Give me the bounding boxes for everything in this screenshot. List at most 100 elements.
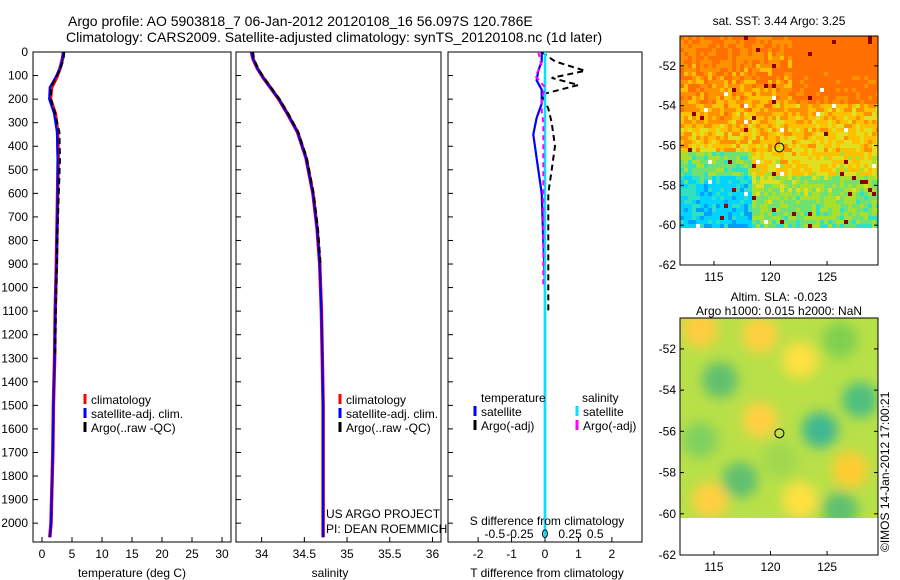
sst-pixel xyxy=(692,84,696,88)
map-ytick-label: -60 xyxy=(659,218,677,232)
sst-pixel xyxy=(732,36,736,40)
sst-pixel xyxy=(844,212,848,216)
sst-pixel xyxy=(856,156,860,160)
sst-pixel xyxy=(800,152,804,156)
sst-pixel xyxy=(692,184,696,188)
sst-pixel xyxy=(760,128,764,132)
sst-pixel xyxy=(868,104,872,108)
sst-pixel xyxy=(816,180,820,184)
sst-pixel xyxy=(724,144,728,148)
sst-pixel xyxy=(684,44,688,48)
sst-pixel xyxy=(800,144,804,148)
sst-pixel xyxy=(704,76,708,80)
map-ytick-label: -54 xyxy=(659,99,677,113)
sst-pixel xyxy=(768,164,772,168)
sst-pixel xyxy=(872,148,876,152)
sst-pixel xyxy=(760,80,764,84)
sst-pixel xyxy=(776,128,780,132)
sst-pixel xyxy=(692,140,696,144)
sst-pixel xyxy=(788,180,792,184)
sst-pixel xyxy=(836,208,840,212)
sst-pixel xyxy=(764,96,768,100)
sst-pixel xyxy=(876,224,878,228)
sst-pixel xyxy=(856,72,860,76)
sst-pixel xyxy=(764,60,768,64)
sst-pixel xyxy=(852,224,856,228)
sst-pixel xyxy=(816,40,820,44)
sst-pixel xyxy=(700,176,704,180)
sst-pixel xyxy=(832,180,836,184)
sst-pixel xyxy=(728,76,732,80)
sst-pixel xyxy=(696,80,700,84)
us-argo-credit: US ARGO PROJECT xyxy=(326,507,441,521)
sst-pixel xyxy=(748,132,752,136)
sst-pixel xyxy=(872,164,876,168)
sst-pixel xyxy=(848,224,852,228)
sst-pixel xyxy=(780,220,784,224)
sst-pixel xyxy=(688,188,692,192)
sst-pixel xyxy=(824,100,828,104)
sst-pixel xyxy=(720,52,724,56)
sst-pixel xyxy=(768,116,772,120)
sst-pixel xyxy=(680,124,684,128)
sst-pixel xyxy=(712,116,716,120)
sst-pixel xyxy=(716,100,720,104)
sst-pixel xyxy=(740,144,744,148)
sst-pixel xyxy=(824,112,828,116)
sla-blob xyxy=(742,318,778,353)
sst-pixel xyxy=(852,180,856,184)
sst-pixel xyxy=(764,120,768,124)
sst-pixel xyxy=(848,220,852,224)
sst-pixel xyxy=(700,132,704,136)
sst-pixel xyxy=(848,120,852,124)
sst-pixel xyxy=(864,224,868,228)
sst-pixel xyxy=(708,96,712,100)
sst-pixel xyxy=(792,168,796,172)
sst-pixel xyxy=(692,76,696,80)
sst-pixel xyxy=(788,160,792,164)
sst-pixel xyxy=(764,80,768,84)
sst-pixel xyxy=(700,36,704,40)
sst-pixel xyxy=(748,96,752,100)
sst-pixel xyxy=(816,148,820,152)
sst-pixel xyxy=(808,120,812,124)
sst-pixel xyxy=(736,116,740,120)
sst-pixel xyxy=(784,160,788,164)
sst-pixel xyxy=(868,196,872,200)
sst-pixel xyxy=(752,72,756,76)
sst-pixel xyxy=(744,140,748,144)
sst-pixel xyxy=(792,64,796,68)
sst-pixel xyxy=(728,44,732,48)
sst-pixel xyxy=(724,88,728,92)
sst-pixel xyxy=(856,128,860,132)
sst-pixel xyxy=(760,160,764,164)
sst-pixel xyxy=(716,156,720,160)
sst-pixel xyxy=(684,84,688,88)
sst-pixel xyxy=(848,84,852,88)
sst-pixel xyxy=(696,144,700,148)
sst-pixel xyxy=(688,148,692,152)
sst-pixel xyxy=(732,40,736,44)
map-xtick-label: 115 xyxy=(704,560,723,574)
sst-pixel xyxy=(800,168,804,172)
sst-pixel xyxy=(868,72,872,76)
sst-pixel xyxy=(852,192,856,196)
sst-pixel xyxy=(696,116,700,120)
sst-pixel xyxy=(720,48,724,52)
sst-pixel xyxy=(764,152,768,156)
sst-pixel xyxy=(876,172,878,176)
sst-pixel xyxy=(700,196,704,200)
sst-pixel xyxy=(688,164,692,168)
sla-blob xyxy=(782,342,818,378)
sst-pixel xyxy=(812,196,816,200)
sst-pixel xyxy=(744,68,748,72)
sst-pixel xyxy=(836,200,840,204)
sst-pixel xyxy=(816,120,820,124)
sst-pixel xyxy=(728,220,732,224)
sst-pixel xyxy=(832,136,836,140)
sst-pixel xyxy=(872,224,876,228)
sst-pixel xyxy=(844,76,848,80)
sst-pixel xyxy=(836,44,840,48)
sst-pixel xyxy=(824,124,828,128)
sst-pixel xyxy=(760,104,764,108)
